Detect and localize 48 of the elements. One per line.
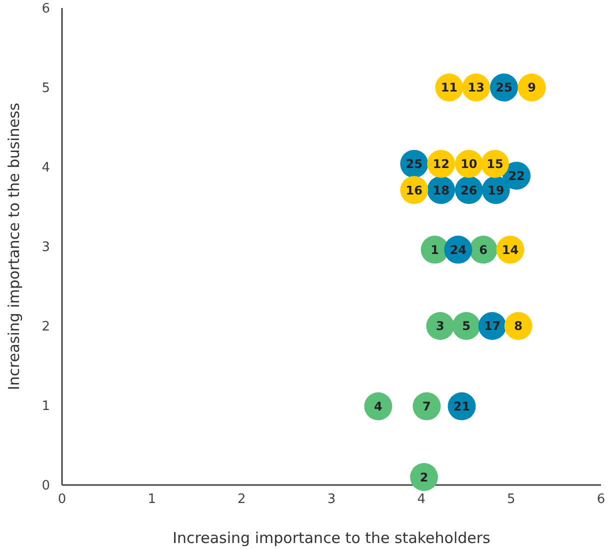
annotation: 12 bbox=[432, 157, 450, 172]
y-tick-label: 3 bbox=[42, 240, 50, 256]
y-axis-title: Increasing importance to the business bbox=[5, 102, 23, 390]
annotation: 13 bbox=[468, 80, 484, 95]
y-tick-label: 2 bbox=[42, 320, 50, 335]
point bbox=[412, 392, 441, 420]
annotation: 22 bbox=[508, 168, 525, 183]
annotation: 7 bbox=[422, 399, 431, 414]
point bbox=[426, 312, 454, 340]
annotation: 25 bbox=[406, 157, 422, 172]
y-tick-label: 0 bbox=[42, 478, 50, 494]
x-tick-label: 5 bbox=[507, 492, 516, 507]
y-tick-label: 6 bbox=[42, 2, 50, 17]
annotation: 6 bbox=[479, 242, 488, 257]
annotation: 25 bbox=[496, 80, 512, 95]
x-tick-label: 1 bbox=[148, 492, 156, 507]
point bbox=[504, 312, 532, 340]
annotation: 24 bbox=[450, 242, 467, 257]
annotation: 15 bbox=[486, 157, 504, 172]
annotation: 8 bbox=[514, 319, 523, 334]
x-tick-label: 6 bbox=[596, 492, 606, 507]
annotation: 2 bbox=[420, 470, 428, 484]
annotation: 4 bbox=[374, 399, 382, 414]
annotation: 18 bbox=[432, 183, 450, 198]
x-tick-label: 2 bbox=[238, 492, 246, 507]
y-tick-label: 5 bbox=[42, 81, 50, 96]
annotation: 17 bbox=[484, 319, 501, 334]
annotation: 1 bbox=[430, 242, 439, 257]
annotation: 21 bbox=[453, 399, 470, 414]
annotation: 3 bbox=[436, 319, 444, 334]
point bbox=[410, 463, 438, 492]
point bbox=[518, 74, 546, 102]
x-tick-label: 3 bbox=[327, 492, 336, 507]
annotation: 14 bbox=[502, 242, 519, 257]
annotation: 9 bbox=[528, 80, 536, 95]
annotation: 16 bbox=[406, 183, 422, 198]
annotation: 10 bbox=[460, 157, 478, 172]
y-tick-label: 1 bbox=[42, 399, 50, 414]
annotation: 19 bbox=[488, 183, 504, 198]
annotation: 26 bbox=[460, 183, 478, 198]
point bbox=[364, 392, 392, 420]
annotation: 11 bbox=[440, 80, 458, 95]
point bbox=[452, 312, 480, 340]
x-axis-title: Increasing importance to the stakeholders bbox=[172, 529, 491, 547]
x-tick-label: 0 bbox=[58, 492, 66, 507]
annotation: 5 bbox=[462, 319, 470, 334]
x-tick-label: 4 bbox=[417, 492, 426, 507]
y-tick-label: 4 bbox=[42, 160, 50, 176]
